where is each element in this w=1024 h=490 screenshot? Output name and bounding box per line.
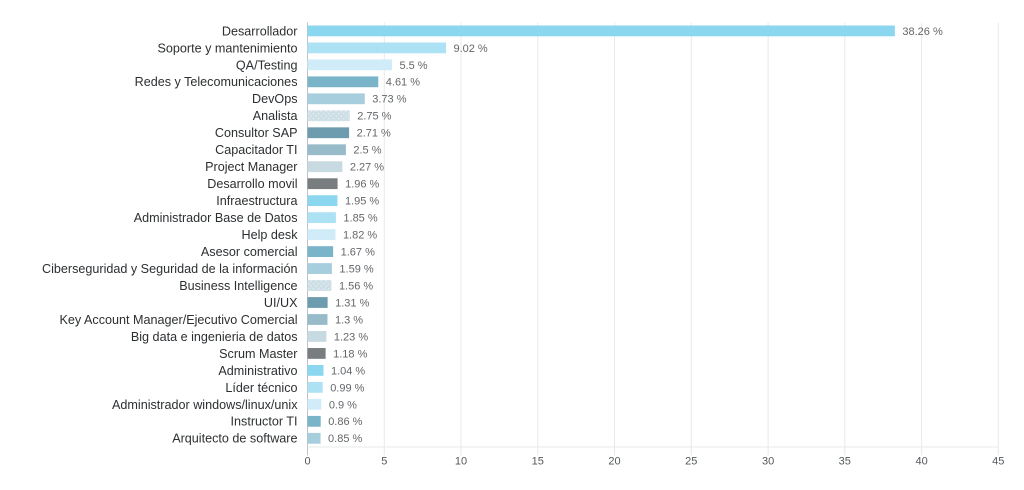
svg-text:38.26 %: 38.26 % (902, 26, 943, 38)
svg-text:Help desk: Help desk (241, 228, 298, 242)
svg-text:2.5 %: 2.5 % (353, 145, 381, 157)
svg-text:30: 30 (762, 456, 774, 468)
svg-text:1.56 %: 1.56 % (339, 280, 373, 292)
svg-text:40: 40 (915, 456, 927, 468)
svg-text:45: 45 (992, 456, 1004, 468)
svg-text:4.61 %: 4.61 % (386, 77, 420, 89)
svg-text:1.23 %: 1.23 % (334, 331, 368, 343)
svg-text:1.3 %: 1.3 % (335, 314, 363, 326)
svg-text:2.27 %: 2.27 % (350, 162, 384, 174)
svg-text:2.71 %: 2.71 % (357, 128, 391, 140)
svg-text:UI/UX: UI/UX (264, 296, 298, 310)
svg-text:3.73 %: 3.73 % (372, 94, 406, 106)
svg-text:QA/Testing: QA/Testing (236, 58, 298, 72)
svg-text:1.95 %: 1.95 % (345, 196, 379, 208)
svg-text:Administrativo: Administrativo (218, 364, 297, 378)
svg-text:Capacitador TI: Capacitador TI (215, 143, 297, 157)
svg-text:Arquitecto de software: Arquitecto de software (172, 432, 297, 446)
svg-text:Administrador windows/linux/un: Administrador windows/linux/unix (112, 398, 298, 412)
svg-text:Key Account Manager/Ejecutivo: Key Account Manager/Ejecutivo Comercial (60, 313, 298, 327)
svg-text:0.85 %: 0.85 % (328, 433, 362, 445)
svg-text:Project Manager: Project Manager (205, 160, 297, 174)
svg-text:Consultor SAP: Consultor SAP (215, 126, 298, 140)
svg-text:15: 15 (532, 456, 544, 468)
svg-text:0.86 %: 0.86 % (328, 416, 362, 428)
svg-text:Instructor TI: Instructor TI (231, 415, 298, 429)
svg-text:25: 25 (685, 456, 697, 468)
svg-text:1.82 %: 1.82 % (343, 230, 377, 242)
svg-text:9.02 %: 9.02 % (453, 43, 487, 55)
svg-text:Infraestructura: Infraestructura (216, 194, 297, 208)
svg-text:DevOps: DevOps (252, 92, 298, 106)
svg-text:Business Intelligence: Business Intelligence (179, 279, 297, 293)
svg-text:1.59 %: 1.59 % (339, 263, 373, 275)
svg-text:Scrum Master: Scrum Master (219, 347, 297, 361)
svg-text:Redes y Telecomunicaciones: Redes y Telecomunicaciones (135, 75, 298, 89)
svg-text:1.67 %: 1.67 % (341, 246, 375, 258)
svg-text:5: 5 (381, 456, 387, 468)
svg-text:0.9 %: 0.9 % (329, 399, 357, 411)
svg-text:0.99 %: 0.99 % (330, 382, 364, 394)
svg-text:0: 0 (304, 456, 310, 468)
svg-text:Soporte y mantenimiento: Soporte y mantenimiento (157, 41, 297, 55)
svg-text:35: 35 (839, 456, 851, 468)
svg-text:2.75 %: 2.75 % (357, 111, 391, 123)
svg-text:5.5 %: 5.5 % (399, 60, 427, 72)
svg-text:1.96 %: 1.96 % (345, 179, 379, 191)
svg-text:Big data e ingenieria de datos: Big data e ingenieria de datos (131, 330, 298, 344)
svg-text:Líder técnico: Líder técnico (225, 381, 297, 395)
svg-text:Analista: Analista (253, 109, 298, 123)
svg-text:Desarrollo movil: Desarrollo movil (207, 177, 297, 191)
svg-text:10: 10 (455, 456, 467, 468)
svg-text:1.18 %: 1.18 % (333, 348, 367, 360)
svg-text:Administrador Base de Datos: Administrador Base de Datos (134, 211, 298, 225)
svg-text:Desarrollador: Desarrollador (222, 24, 298, 38)
svg-text:1.31 %: 1.31 % (335, 297, 369, 309)
svg-text:20: 20 (608, 456, 620, 468)
svg-text:1.85 %: 1.85 % (343, 213, 377, 225)
svg-text:Asesor comercial: Asesor comercial (201, 245, 298, 259)
svg-text:Ciberseguridad y Seguridad de: Ciberseguridad y Seguridad de la informa… (42, 262, 298, 276)
svg-text:1.04 %: 1.04 % (331, 365, 365, 377)
